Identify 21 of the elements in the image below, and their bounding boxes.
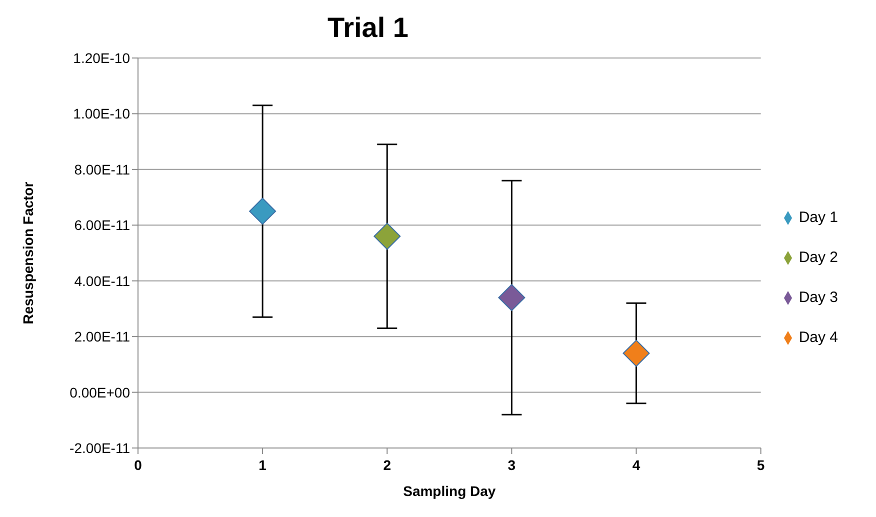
y-tick-label: 6.00E-11: [74, 217, 130, 234]
legend-label: Day 4: [798, 329, 838, 346]
y-tick-label: 1.20E-10: [73, 50, 130, 66]
x-tick-label: 0: [134, 457, 142, 473]
x-tick-label: 5: [756, 457, 765, 473]
legend-label: Day 1: [798, 209, 838, 226]
y-tick-label: 0.00E+00: [70, 384, 130, 400]
legend-label: Day 3: [798, 289, 838, 306]
y-tick-label: 1.00E-10: [73, 106, 130, 122]
y-tick-label: 4.00E-11: [74, 272, 130, 289]
x-tick-label: 4: [632, 457, 640, 473]
y-tick-label: -2.00E-11: [70, 440, 130, 456]
y-tick-label: 2.00E-11: [74, 328, 130, 345]
x-tick-label: 2: [383, 457, 392, 473]
legend-label: Day 2: [798, 249, 838, 266]
y-axis-title: Resuspension Factor: [20, 181, 36, 324]
x-axis-title: Sampling Day: [403, 483, 496, 499]
x-tick-label: 3: [508, 457, 516, 473]
chart-title: Trial 1: [326, 11, 410, 45]
x-tick-label: 1: [258, 457, 267, 473]
y-tick-label: 8.00E-11: [74, 161, 130, 178]
